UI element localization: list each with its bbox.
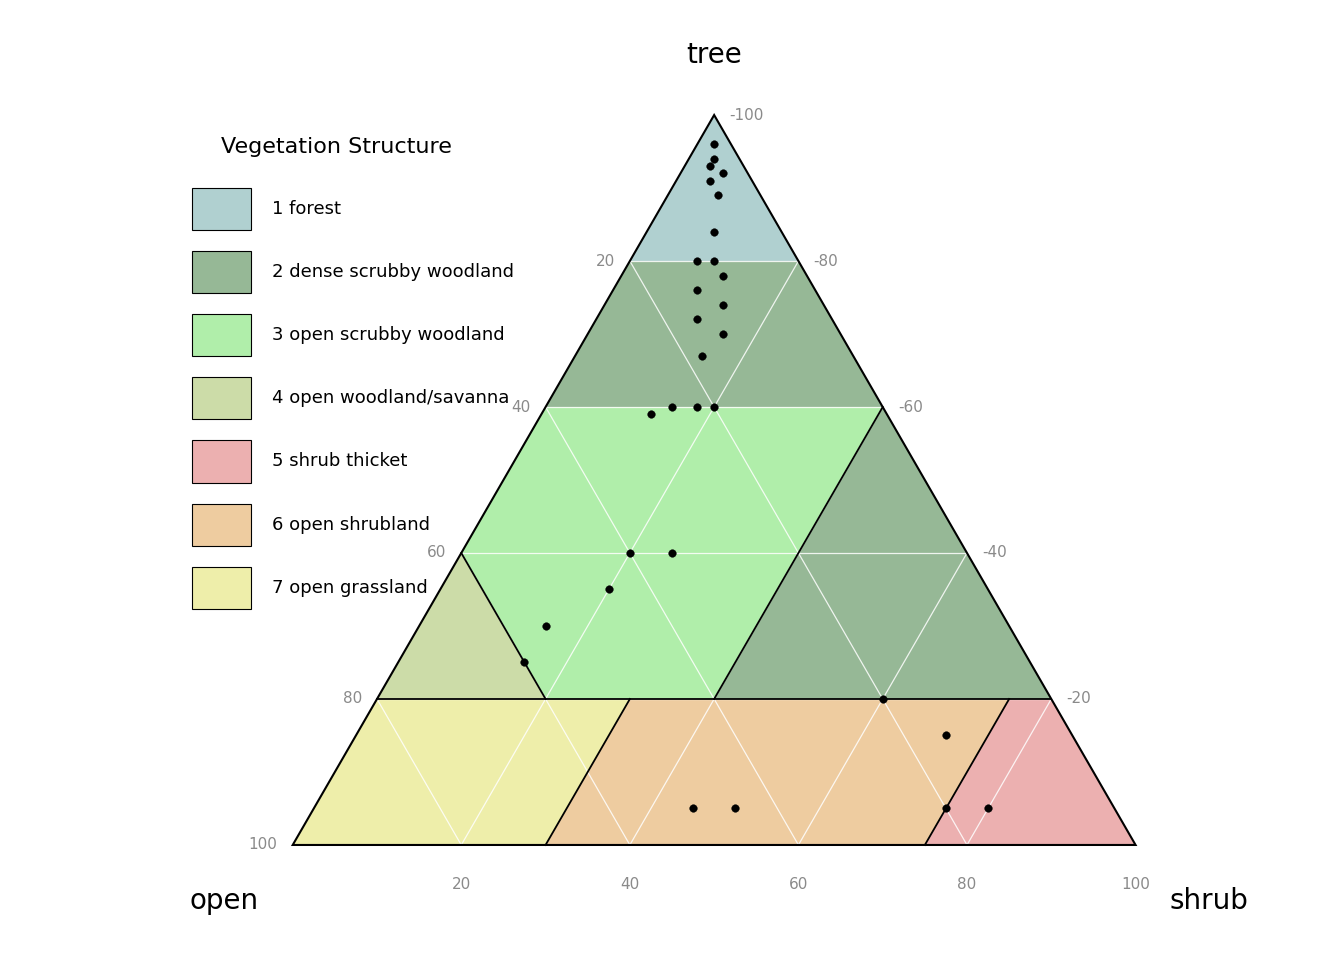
Text: 6 open shrubland: 6 open shrubland [271, 516, 430, 534]
Polygon shape [630, 115, 798, 261]
Polygon shape [461, 407, 883, 699]
Polygon shape [546, 261, 883, 407]
Text: tree: tree [687, 40, 742, 69]
Text: 40: 40 [620, 877, 640, 892]
Bar [192, 251, 250, 293]
Polygon shape [378, 553, 546, 699]
Bar [192, 377, 250, 420]
Text: 5 shrub thicket: 5 shrub thicket [271, 452, 407, 470]
Bar [192, 314, 250, 356]
Text: 7 open grassland: 7 open grassland [271, 579, 427, 597]
Text: -20: -20 [1066, 691, 1091, 707]
Bar [192, 504, 250, 545]
Text: -60: -60 [898, 399, 923, 415]
Text: -80: -80 [813, 253, 839, 269]
Text: 60: 60 [427, 545, 446, 561]
Text: 1 forest: 1 forest [271, 200, 340, 218]
Text: 100: 100 [249, 837, 278, 852]
Text: 60: 60 [789, 877, 808, 892]
Text: 2 dense scrubby woodland: 2 dense scrubby woodland [271, 263, 513, 280]
Text: -100: -100 [730, 108, 763, 123]
Text: 4 open woodland/savanna: 4 open woodland/savanna [271, 389, 509, 407]
Polygon shape [546, 699, 1009, 845]
Text: -40: -40 [982, 545, 1007, 561]
Text: 20: 20 [595, 253, 614, 269]
Text: 80: 80 [343, 691, 362, 707]
Text: 80: 80 [957, 877, 977, 892]
Text: 20: 20 [452, 877, 470, 892]
Text: 3 open scrubby woodland: 3 open scrubby woodland [271, 326, 504, 344]
Text: open: open [190, 887, 259, 915]
Text: shrub: shrub [1169, 887, 1249, 915]
Text: 40: 40 [511, 399, 531, 415]
Polygon shape [925, 699, 1136, 845]
Text: 100: 100 [1121, 877, 1150, 892]
Bar [192, 566, 250, 609]
Bar [192, 187, 250, 229]
Text: Vegetation Structure: Vegetation Structure [220, 137, 452, 156]
Polygon shape [714, 407, 1051, 699]
Bar [192, 441, 250, 483]
Polygon shape [293, 699, 630, 845]
